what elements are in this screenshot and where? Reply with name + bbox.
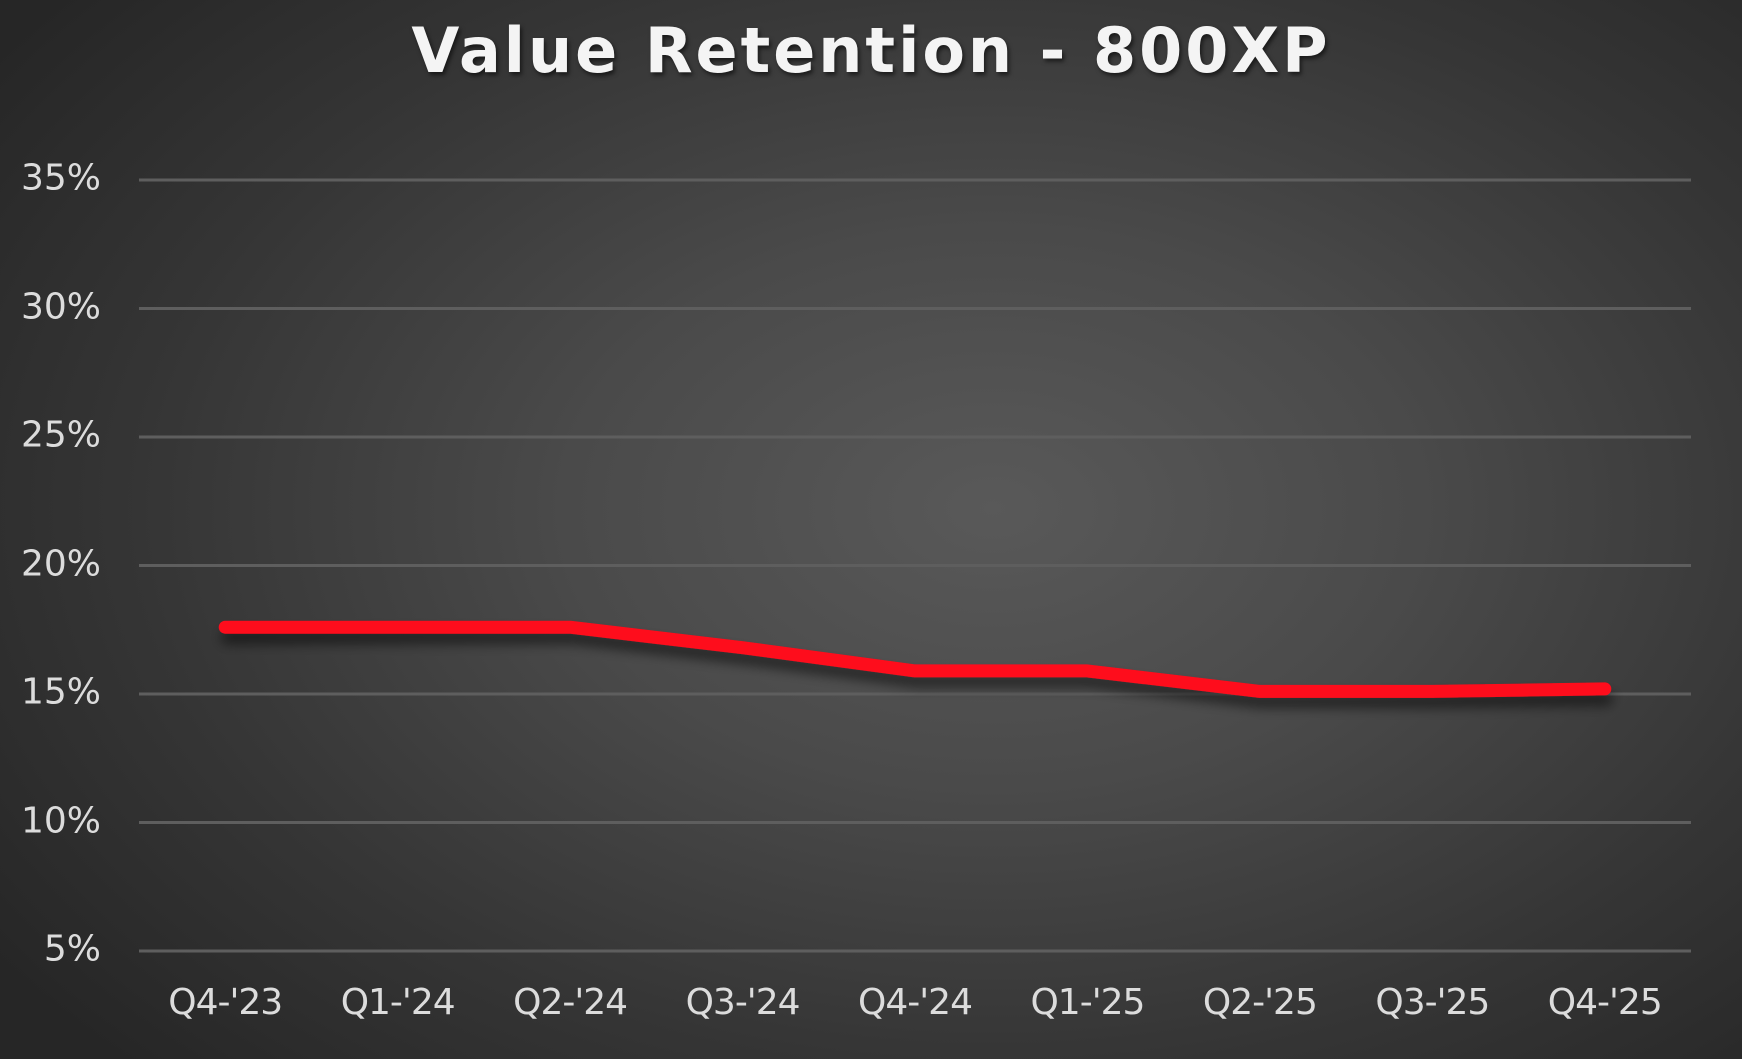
y-tick-label: 10% <box>20 800 101 841</box>
series-line <box>218 620 1612 698</box>
x-tick-label: Q4-'25 <box>1547 982 1663 1023</box>
y-tick-label: 35% <box>20 157 101 199</box>
x-tick-label: Q1-'25 <box>1030 982 1145 1023</box>
gridlines <box>139 178 1691 953</box>
x-tick-label: Q4-'24 <box>858 982 973 1023</box>
y-tick-label: 5% <box>43 928 101 970</box>
y-tick-label: 20% <box>20 543 101 584</box>
x-tick-label: Q3-'24 <box>685 982 801 1023</box>
series-800xp <box>218 620 1612 698</box>
x-tick-label: Q3-'25 <box>1375 982 1490 1023</box>
y-tick-label: 30% <box>20 286 101 327</box>
chart-title: Value Retention - 800XP <box>411 14 1331 87</box>
y-tick-label: 25% <box>20 414 101 456</box>
x-tick-label: Q1-'24 <box>340 982 456 1023</box>
x-tick-label: Q2-'25 <box>1202 982 1318 1023</box>
x-tick-label: Q4-'23 <box>168 982 283 1023</box>
x-tick-label: Q2-'24 <box>513 982 628 1023</box>
y-tick-label: 15% <box>20 671 101 713</box>
